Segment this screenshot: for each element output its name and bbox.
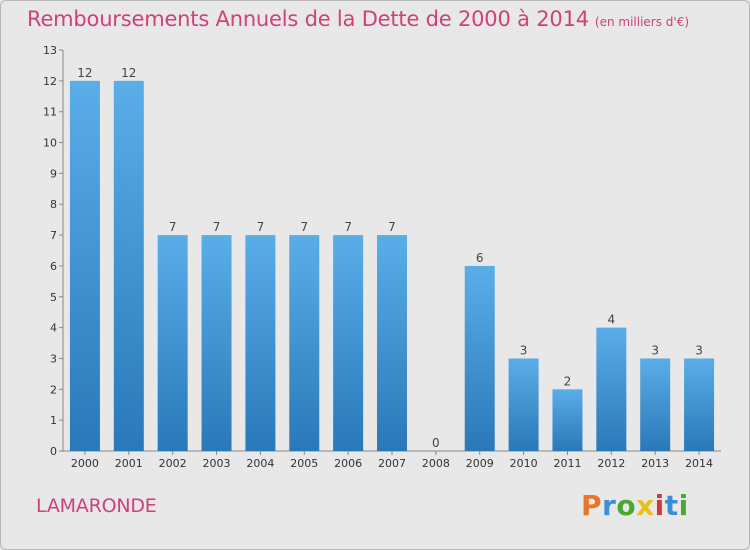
logo-letter: t	[664, 489, 679, 522]
bar	[464, 265, 495, 451]
bar	[201, 235, 232, 451]
bar	[333, 235, 364, 451]
bar	[289, 235, 320, 451]
bar	[552, 389, 583, 451]
bar	[245, 235, 276, 451]
y-tick-label: 11	[43, 106, 57, 119]
data-label: 6	[476, 251, 484, 265]
chart-title-text: Remboursements Annuels de la Dette de 20…	[27, 7, 589, 31]
x-tick-label: 2000	[71, 457, 99, 470]
logo-letter: i	[654, 489, 665, 522]
x-tick-label: 2006	[334, 457, 362, 470]
y-tick-label: 4	[50, 322, 57, 335]
y-tick-label: 7	[50, 229, 57, 242]
bar	[377, 235, 407, 451]
bar	[684, 358, 715, 451]
bar	[113, 80, 144, 451]
x-tick-label: 2009	[466, 457, 494, 470]
data-label: 3	[695, 343, 703, 357]
bar	[69, 80, 100, 451]
y-tick-label: 8	[50, 198, 57, 211]
data-label: 7	[257, 220, 265, 234]
x-tick-label: 2007	[378, 457, 406, 470]
y-tick-label: 1	[50, 414, 57, 427]
logo-letter: r	[602, 489, 617, 522]
data-label: 7	[300, 220, 308, 234]
bar	[640, 358, 671, 451]
chart-title: Remboursements Annuels de la Dette de 20…	[27, 7, 689, 31]
x-tick-label: 2010	[510, 457, 538, 470]
logo-letter: o	[616, 489, 637, 522]
x-tick-label: 2003	[203, 457, 231, 470]
y-tick-label: 0	[50, 445, 57, 458]
commune-name: LAMARONDE	[36, 495, 157, 517]
bar	[508, 358, 539, 451]
bar	[157, 235, 188, 451]
data-label: 7	[344, 220, 352, 234]
y-tick-label: 2	[50, 383, 57, 396]
x-tick-label: 2004	[246, 457, 274, 470]
y-tick-label: 13	[43, 44, 57, 57]
x-tick-label: 2012	[597, 457, 625, 470]
x-tick-label: 2002	[159, 457, 187, 470]
y-tick-label: 9	[50, 167, 57, 180]
x-tick-label: 2014	[685, 457, 713, 470]
proxiti-logo[interactable]: Proxiti	[581, 489, 689, 522]
y-tick-label: 5	[50, 291, 57, 304]
x-tick-label: 2005	[290, 457, 318, 470]
y-tick-label: 10	[43, 137, 57, 150]
y-tick-label: 12	[43, 75, 57, 88]
logo-letter: i	[678, 489, 689, 522]
data-label: 7	[213, 220, 221, 234]
y-tick-label: 6	[50, 260, 57, 273]
x-tick-label: 2011	[553, 457, 581, 470]
x-tick-label: 2013	[641, 457, 669, 470]
data-label: 3	[651, 343, 659, 357]
y-tick-label: 3	[50, 352, 57, 365]
data-label: 7	[169, 220, 177, 234]
x-tick-label: 2008	[422, 457, 450, 470]
data-label: 4	[608, 313, 616, 327]
data-label: 3	[520, 343, 528, 357]
data-label: 12	[121, 66, 136, 80]
bar	[596, 327, 627, 451]
chart-unit: (en milliers d'€)	[594, 15, 690, 29]
data-label: 12	[77, 66, 92, 80]
x-tick-label: 2001	[115, 457, 143, 470]
data-label: 0	[432, 436, 440, 450]
logo-letter: P	[581, 489, 603, 522]
logo-letter: x	[636, 489, 655, 522]
data-label: 2	[564, 374, 572, 388]
data-label: 7	[388, 220, 396, 234]
